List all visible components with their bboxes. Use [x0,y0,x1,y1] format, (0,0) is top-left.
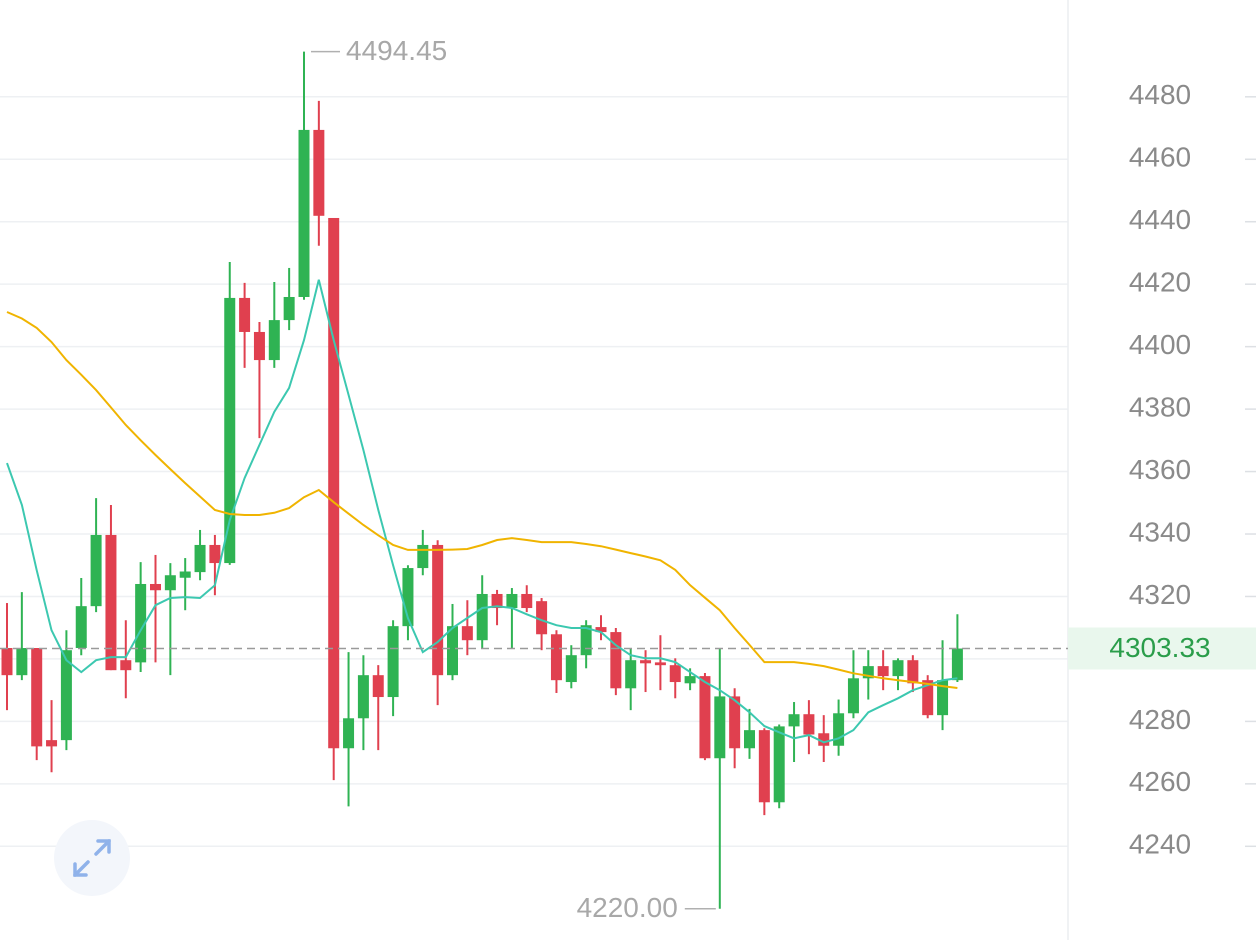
candle-body [75,606,87,649]
candle-body [224,297,236,564]
y-axis: 4240426042804300432043404360438044004420… [1068,79,1256,860]
candle-body [699,676,711,759]
candle-body [491,593,503,609]
candle-body [298,129,310,297]
high-annotation-label: 4494.45 [346,35,447,66]
candle-body [758,730,770,803]
candle-body [654,662,666,666]
candle-body [580,625,592,656]
candle-body [729,696,741,749]
candle-body [536,601,548,635]
candle-body [461,626,473,641]
candle-body [773,726,785,803]
plot: 4494.45 4220.00 [0,35,1068,923]
expand-icon [73,839,111,877]
candle-body [283,296,295,321]
last-price-box [1068,627,1256,670]
candle-body [818,733,830,746]
candle-body [892,660,904,677]
candle-body [150,583,161,591]
candle-body [60,650,72,741]
y-tick-label: 4320 [1129,579,1191,610]
candle-body [610,632,622,689]
candle-body [120,660,132,671]
candle-body [847,678,859,714]
candle-body [253,331,265,361]
candle-body [447,626,458,676]
candle-body [402,568,414,627]
y-tick-label: 4420 [1129,267,1191,298]
candle-body [105,534,117,671]
candle-body [595,627,607,633]
candle-body [90,534,102,607]
candle-body [862,666,874,679]
y-tick-label: 4480 [1129,79,1191,110]
y-tick-label: 4460 [1129,142,1191,173]
grid [0,96,1068,848]
candle-body [209,544,221,564]
candle-body [343,718,355,749]
candle-body [684,676,696,684]
candle-body [417,544,429,569]
moving-average-line [6,311,958,689]
candle-body [476,593,488,641]
low-annotation-label: 4220.00 [577,892,678,923]
candle-body [744,730,755,749]
candle-body [31,648,43,747]
expand-button-bg [54,820,130,896]
candle-body [46,740,58,747]
candle-body [1,648,13,676]
candle-body [833,713,845,746]
y-tick-label: 4260 [1129,766,1191,797]
candle-body [877,666,889,677]
y-tick-label: 4340 [1129,516,1191,547]
candle-body [625,660,637,689]
candle-body [135,583,147,663]
candle-body [937,680,949,716]
candle-body [907,660,919,684]
y-tick-label: 4440 [1129,204,1191,235]
candle-body [16,648,28,676]
candle-body [550,634,562,681]
candle-body [164,575,176,591]
candle-body [788,714,800,727]
candle-body [387,626,399,698]
candle-body [313,129,325,216]
moving-average-line [6,279,958,744]
candle-body [521,593,533,609]
candle-body [506,593,518,609]
candle-body [194,544,206,573]
y-tick-label: 4380 [1129,391,1191,422]
candle-body [714,696,726,759]
candle-body [669,665,681,683]
candle-body [328,217,340,749]
candle-body [432,544,444,676]
candle-body [179,571,191,578]
candle-body [565,655,577,683]
candle-body [372,675,384,698]
candle-body [357,675,369,719]
candle-body [239,297,251,332]
candle-body [268,320,280,361]
candle-body [951,648,963,681]
y-tick-label: 4360 [1129,454,1191,485]
expand-button[interactable] [54,820,130,896]
y-tick-label: 4240 [1129,829,1191,860]
candle-body [922,680,934,716]
y-tick-label: 4280 [1129,704,1191,735]
candle-body [803,714,815,735]
candle-body [640,660,652,664]
y-tick-label: 4400 [1129,329,1191,360]
last-price-label: 4303.33 [1109,632,1210,663]
